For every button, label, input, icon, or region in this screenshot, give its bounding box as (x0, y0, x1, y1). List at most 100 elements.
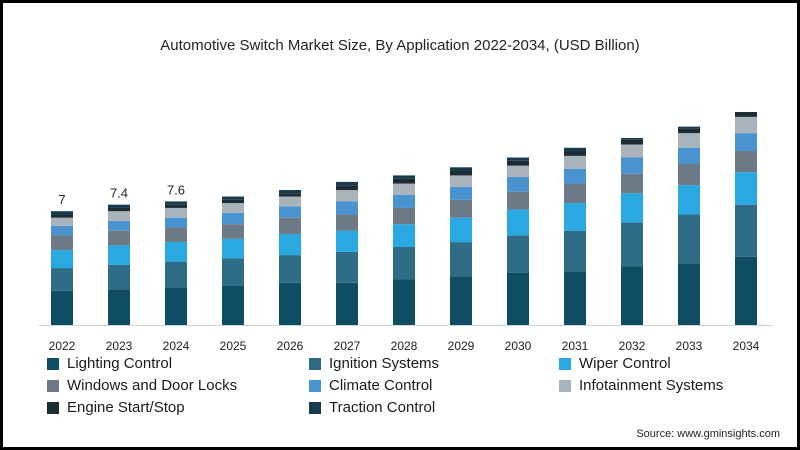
bar-segment-infotainment-systems-2025 (222, 203, 244, 213)
bar-segment-climate-control-2023 (108, 220, 130, 231)
bar-segment-traction-control-2032 (621, 138, 643, 140)
legend-item-climate-control: Climate Control (309, 377, 432, 394)
bar-segment-traction-control-2023 (108, 204, 130, 208)
x-tick-label-2028: 2028 (391, 339, 418, 353)
bar-segment-lighting-control-2030 (507, 272, 529, 325)
bar-segment-infotainment-systems-2029 (450, 175, 472, 187)
legend-swatch (47, 357, 59, 370)
bar-segment-infotainment-systems-2031 (564, 155, 586, 169)
bar-segment-windows-and-door-locks-2024 (165, 227, 187, 243)
bar-segment-lighting-control-2034 (735, 256, 757, 325)
bar-segment-climate-control-2032 (621, 157, 643, 174)
legend-swatch (559, 379, 571, 392)
bar-segment-traction-control-2027 (336, 181, 358, 186)
x-tick-label-2033: 2033 (676, 339, 703, 353)
legend-label: Lighting Control (67, 355, 173, 372)
bar-segment-climate-control-2029 (450, 186, 472, 200)
bar-segment-wiper-control-2031 (564, 203, 586, 231)
total-label-2023: 7.4 (110, 186, 128, 201)
bar-segment-engine-start-stop-2029 (450, 170, 472, 176)
bar-segment-infotainment-systems-2033 (678, 133, 700, 148)
x-tick-label-2023: 2023 (106, 339, 133, 353)
x-tick-label-2025: 2025 (220, 339, 247, 353)
bar-segment-engine-start-stop-2030 (507, 160, 529, 166)
bar-segment-infotainment-systems-2024 (165, 207, 187, 218)
bar-segment-engine-start-stop-2025 (222, 199, 244, 204)
bar-segment-wiper-control-2033 (678, 185, 700, 215)
bar-segment-climate-control-2026 (279, 206, 301, 218)
bar-segment-climate-control-2033 (678, 147, 700, 165)
x-tick-label-2026: 2026 (277, 339, 304, 353)
bar-segment-traction-control-2030 (507, 157, 529, 161)
x-tick-label-2027: 2027 (334, 339, 361, 353)
bar-segment-infotainment-systems-2028 (393, 183, 415, 195)
bar-segment-ignition-systems-2025 (222, 258, 244, 286)
legend-swatch (309, 379, 321, 392)
bar-segment-ignition-systems-2024 (165, 261, 187, 288)
bar-segment-climate-control-2025 (222, 212, 244, 225)
bar-segment-ignition-systems-2029 (450, 242, 472, 277)
bar-segment-windows-and-door-locks-2034 (735, 151, 757, 173)
bar-segment-traction-control-2033 (678, 126, 700, 129)
bar-segment-traction-control-2028 (393, 175, 415, 179)
bar-segment-lighting-control-2032 (621, 266, 643, 325)
bar-segment-wiper-control-2025 (222, 238, 244, 259)
bar-segment-ignition-systems-2027 (336, 251, 358, 283)
bar-segment-windows-and-door-locks-2025 (222, 224, 244, 239)
bar-segment-ignition-systems-2026 (279, 255, 301, 283)
bar-segment-engine-start-stop-2031 (564, 151, 586, 156)
x-tick-label-2022: 2022 (49, 339, 76, 353)
bar-segment-climate-control-2030 (507, 177, 529, 192)
source-note: Source: www.gminsights.com (636, 428, 780, 440)
total-label-2024: 7.6 (167, 182, 185, 197)
x-tick-label-2030: 2030 (505, 339, 532, 353)
bar-segment-engine-start-stop-2026 (279, 193, 301, 197)
bar-segment-wiper-control-2034 (735, 172, 757, 205)
legend-label: Engine Start/Stop (67, 399, 185, 416)
bar-segment-ignition-systems-2023 (108, 264, 130, 290)
bar-segment-lighting-control-2025 (222, 285, 244, 325)
bar-segment-infotainment-systems-2030 (507, 165, 529, 178)
x-tick-label-2029: 2029 (448, 339, 475, 353)
legend-label: Wiper Control (579, 355, 671, 372)
legend-label: Traction Control (329, 399, 436, 416)
legend-item-infotainment-systems: Infotainment Systems (559, 377, 723, 394)
legend-label: Climate Control (329, 377, 433, 394)
bar-segment-infotainment-systems-2034 (735, 116, 757, 134)
bar-segment-traction-control-2022 (51, 211, 73, 215)
bar-segment-traction-control-2026 (279, 190, 301, 194)
bar-segment-lighting-control-2027 (336, 282, 358, 325)
legend-item-lighting-control: Lighting Control (47, 355, 172, 372)
bar-segment-wiper-control-2027 (336, 230, 358, 252)
bar-segment-climate-control-2034 (735, 133, 757, 152)
bar-chart: 2022 7 2023 7.4 2024 7.6 2025 2026 2027 2028 2029 2… (39, 112, 773, 353)
bar-segment-lighting-control-2023 (108, 289, 130, 325)
bar-segment-ignition-systems-2032 (621, 222, 643, 267)
bar-segment-climate-control-2022 (51, 225, 73, 236)
x-tick-label-2024: 2024 (163, 339, 190, 353)
bar-segment-traction-control-2025 (222, 196, 244, 200)
legend-swatch (47, 379, 59, 392)
x-tick-label-2032: 2032 (619, 339, 646, 353)
bar-segment-traction-control-2029 (450, 167, 472, 171)
bar-segment-ignition-systems-2028 (393, 246, 415, 280)
legend-label: Windows and Door Locks (67, 377, 238, 394)
legend-label: Infotainment Systems (579, 377, 724, 394)
legend-item-windows-and-door-locks: Windows and Door Locks (47, 377, 237, 394)
bar-segment-infotainment-systems-2027 (336, 190, 358, 202)
bar-segment-wiper-control-2026 (279, 233, 301, 256)
legend-item-traction-control: Traction Control (309, 399, 435, 416)
legend-label: Ignition Systems (329, 355, 440, 372)
x-tick-label-2034: 2034 (733, 339, 760, 353)
bar-segment-climate-control-2028 (393, 194, 415, 208)
bar-segment-wiper-control-2032 (621, 193, 643, 223)
legend-swatch (309, 357, 321, 370)
bar-segment-lighting-control-2024 (165, 287, 187, 325)
legend-swatch (559, 357, 571, 370)
bar-segment-lighting-control-2031 (564, 271, 586, 325)
bar-segment-wiper-control-2028 (393, 224, 415, 247)
legend-swatch (309, 401, 321, 414)
bar-segment-traction-control-2031 (564, 147, 586, 152)
x-tick-label-2031: 2031 (562, 339, 589, 353)
